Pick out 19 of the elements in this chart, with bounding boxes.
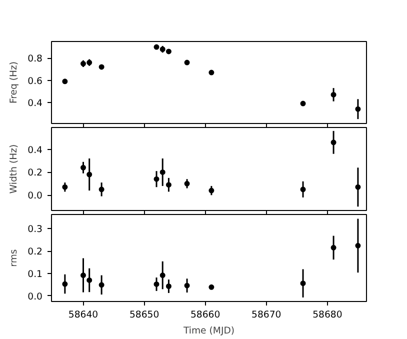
x-axis-title: Time (MJD) <box>182 326 235 336</box>
y-tick-label: 0.0 <box>28 291 43 302</box>
y-tick-label: 0.1 <box>28 268 43 280</box>
x-tick-label: 58680 <box>312 310 342 320</box>
x-tick-label: 58660 <box>190 310 220 320</box>
y-axis-title: Width (Hz) <box>8 144 20 194</box>
y-tick-label: 0.6 <box>28 76 43 87</box>
y-tick-label: 0.0 <box>28 190 43 202</box>
y-tick-label: 0.3 <box>28 224 43 236</box>
x-tick-label: 58650 <box>129 310 160 320</box>
y-axis-title: rms <box>8 249 20 267</box>
y-axis-title: Freq (Hz) <box>8 61 20 104</box>
y-tick-label: 0.8 <box>28 54 43 65</box>
y-tick-label: 0.2 <box>28 246 43 258</box>
y-tick-label: 0.4 <box>28 144 43 156</box>
x-tick-label: 58670 <box>252 310 282 320</box>
y-tick-label: 0.2 <box>28 168 43 179</box>
x-tick-label: 58640 <box>68 310 98 320</box>
y-tick-label: 0.4 <box>28 98 43 109</box>
